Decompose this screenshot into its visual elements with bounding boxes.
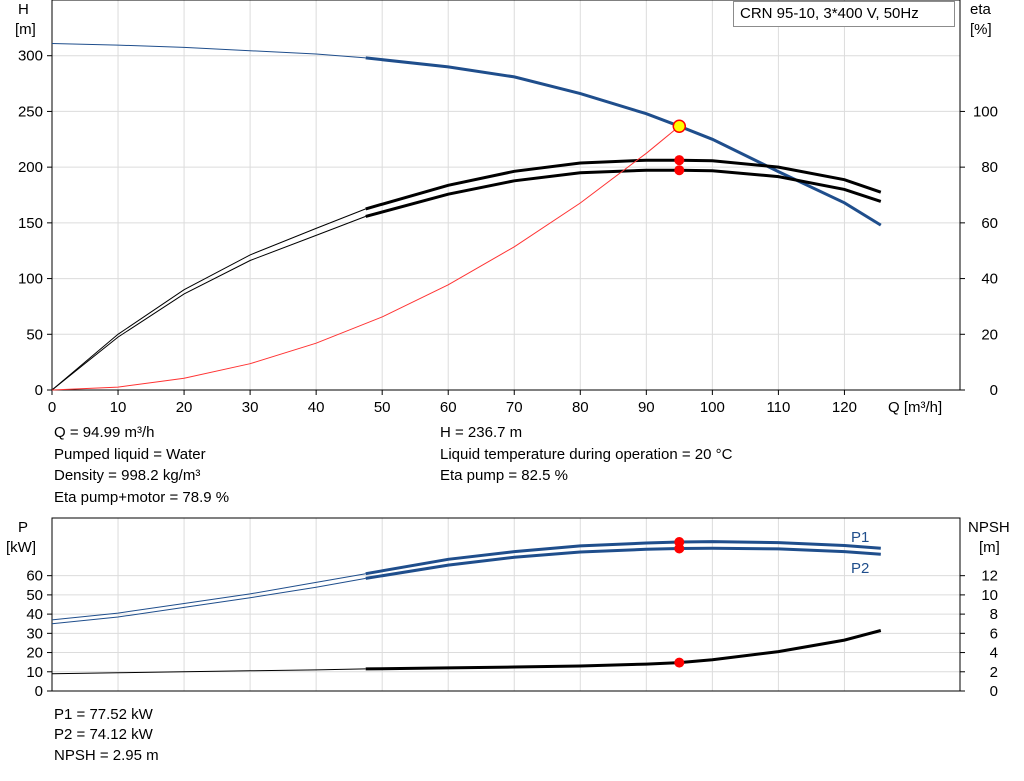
x-tick-label: 120 xyxy=(832,399,857,416)
eta-pump-marker xyxy=(674,155,685,166)
power-panel-y-tick-label: 50 xyxy=(26,587,43,604)
flow-readout: Q = 94.99 m³/h xyxy=(54,424,155,441)
npsh-marker xyxy=(674,657,685,668)
head-panel-y2-tick-label: 100 xyxy=(973,103,998,120)
x-tick-label: 100 xyxy=(700,399,725,416)
power-panel-plot-frame xyxy=(51,517,961,692)
head-curve xyxy=(365,56,882,227)
eta-axis-unit: [%] xyxy=(970,21,992,38)
p2-curve-extended xyxy=(51,577,366,625)
p2-readout: P2 = 74.12 kW xyxy=(54,726,153,743)
x-tick-label: 60 xyxy=(440,399,457,416)
liquid-temp-readout: Liquid temperature during operation = 20… xyxy=(440,446,733,463)
eta_pump-curve-extended xyxy=(51,208,366,391)
head-panel-y-tick-label: 150 xyxy=(18,215,43,232)
npsh-readout: NPSH = 2.95 m xyxy=(54,747,159,764)
x-tick-label: 40 xyxy=(308,399,325,416)
head-panel-y2-tick-label: 0 xyxy=(990,382,998,399)
head-panel-y2-tick-label: 20 xyxy=(981,326,998,343)
power-panel-y2-tick-label: 12 xyxy=(981,568,998,585)
x-tick-label: 0 xyxy=(48,399,56,416)
system-curve xyxy=(51,125,680,391)
power-panel-y-tick-label: 60 xyxy=(26,568,43,585)
p1-readout: P1 = 77.52 kW xyxy=(54,706,153,723)
head-axis-unit: [m] xyxy=(15,21,36,38)
head-axis-label: H xyxy=(18,1,29,18)
npsh-curve xyxy=(365,629,882,671)
x-axis-label: Q [m³/h] xyxy=(888,399,942,416)
pump-model-label: CRN 95-10, 3*400 V, 50Hz xyxy=(733,1,955,27)
p1-curve-extended xyxy=(51,573,366,621)
power-axis-label: P xyxy=(18,519,28,536)
eta-pump-readout: Eta pump = 82.5 % xyxy=(440,467,568,484)
x-tick-label: 30 xyxy=(242,399,259,416)
eta-pump-motor-marker xyxy=(674,165,685,176)
head-readout: H = 236.7 m xyxy=(440,424,523,441)
power-axis-unit: [kW] xyxy=(6,539,36,556)
npsh-curve-extended xyxy=(51,668,366,675)
power-panel-y-tick-label: 30 xyxy=(26,625,43,642)
p2-marker xyxy=(674,543,685,554)
npsh-axis-unit: [m] xyxy=(979,539,1000,556)
p1-curve-label: P1 xyxy=(851,529,869,546)
power-panel-y2-tick-label: 2 xyxy=(990,664,998,681)
power-panel-y2-tick-label: 8 xyxy=(990,606,998,623)
head-panel-y-tick-label: 100 xyxy=(18,271,43,288)
power-panel-y2-tick-label: 6 xyxy=(990,625,998,642)
eta-pump-motor-readout: Eta pump+motor = 78.9 % xyxy=(54,489,230,506)
x-tick-label: 90 xyxy=(638,399,655,416)
head-panel-y-tick-label: 200 xyxy=(18,159,43,176)
head-panel-plot-frame xyxy=(51,0,961,391)
p1-curve xyxy=(365,540,881,576)
head-panel-y-tick-label: 250 xyxy=(18,103,43,120)
x-tick-label: 50 xyxy=(374,399,391,416)
eta_pump_motor-curve xyxy=(365,168,882,218)
power-panel-y2-tick-label: 4 xyxy=(990,645,998,662)
x-tick-label: 110 xyxy=(766,399,790,416)
p2-curve xyxy=(365,546,881,580)
power-panel-y-tick-label: 20 xyxy=(26,645,43,662)
head-panel-y-tick-label: 0 xyxy=(35,382,43,399)
x-tick-label: 20 xyxy=(176,399,193,416)
head-panel-y2-tick-label: 40 xyxy=(981,271,998,288)
head-panel-y-tick-label: 300 xyxy=(18,48,43,65)
head-panel-y2-tick-label: 60 xyxy=(981,215,998,232)
eta_pump_motor-curve-extended xyxy=(51,215,366,391)
power-panel-y-tick-label: 10 xyxy=(26,664,43,681)
head-panel-y2-tick-label: 80 xyxy=(981,159,998,176)
power-panel-y2-tick-label: 10 xyxy=(981,587,998,604)
power-panel-y-tick-label: 40 xyxy=(26,606,43,623)
power-panel-y-tick-label: 0 xyxy=(35,683,43,700)
x-tick-label: 80 xyxy=(572,399,589,416)
p2-curve-label: P2 xyxy=(851,560,869,577)
npsh-axis-label: NPSH xyxy=(968,519,1010,536)
x-tick-label: 70 xyxy=(506,399,523,416)
duty-point-marker xyxy=(672,119,687,133)
head-panel-y-tick-label: 50 xyxy=(26,326,43,343)
eta-axis-label: eta xyxy=(970,1,992,18)
x-tick-label: 10 xyxy=(110,399,127,416)
power-panel-y2-tick-label: 0 xyxy=(990,683,998,700)
eta_pump-curve xyxy=(365,158,882,211)
head-curve-extended xyxy=(51,43,366,59)
density-readout: Density = 998.2 kg/m³ xyxy=(54,467,201,484)
pumped-liquid-readout: Pumped liquid = Water xyxy=(54,446,206,463)
